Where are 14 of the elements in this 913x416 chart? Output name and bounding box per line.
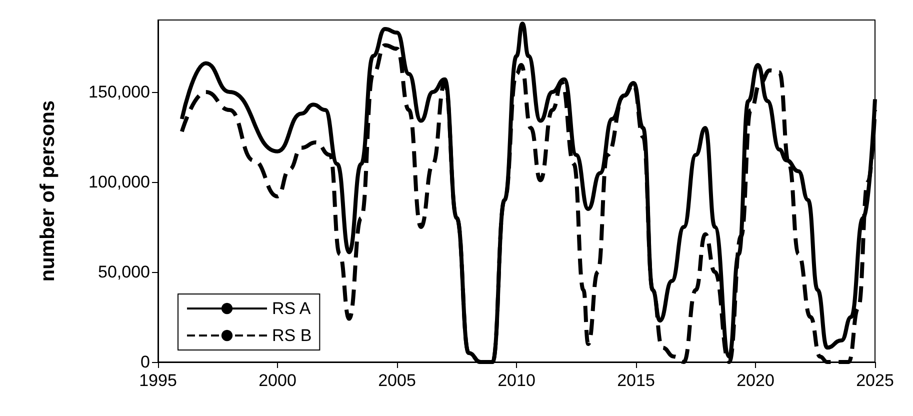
x-tick-label: 2025	[856, 371, 894, 390]
y-tick-label: 50,000	[98, 262, 150, 282]
x-tick-label: 2000	[258, 371, 296, 390]
x-tick-label: 2020	[736, 371, 774, 390]
legend-label: RS B	[272, 326, 312, 345]
x-tick-label: 1995	[139, 371, 177, 390]
x-tick-label: 2015	[617, 371, 655, 390]
y-tick-label: 0	[140, 352, 150, 372]
x-tick-label: 2010	[498, 371, 536, 390]
legend-label: RS A	[272, 299, 312, 318]
y-tick-label: 150,000	[88, 82, 150, 102]
y-axis-title: number of persons	[37, 100, 59, 282]
y-tick-label: 100,000	[88, 172, 150, 192]
x-tick-label: 2005	[378, 371, 416, 390]
